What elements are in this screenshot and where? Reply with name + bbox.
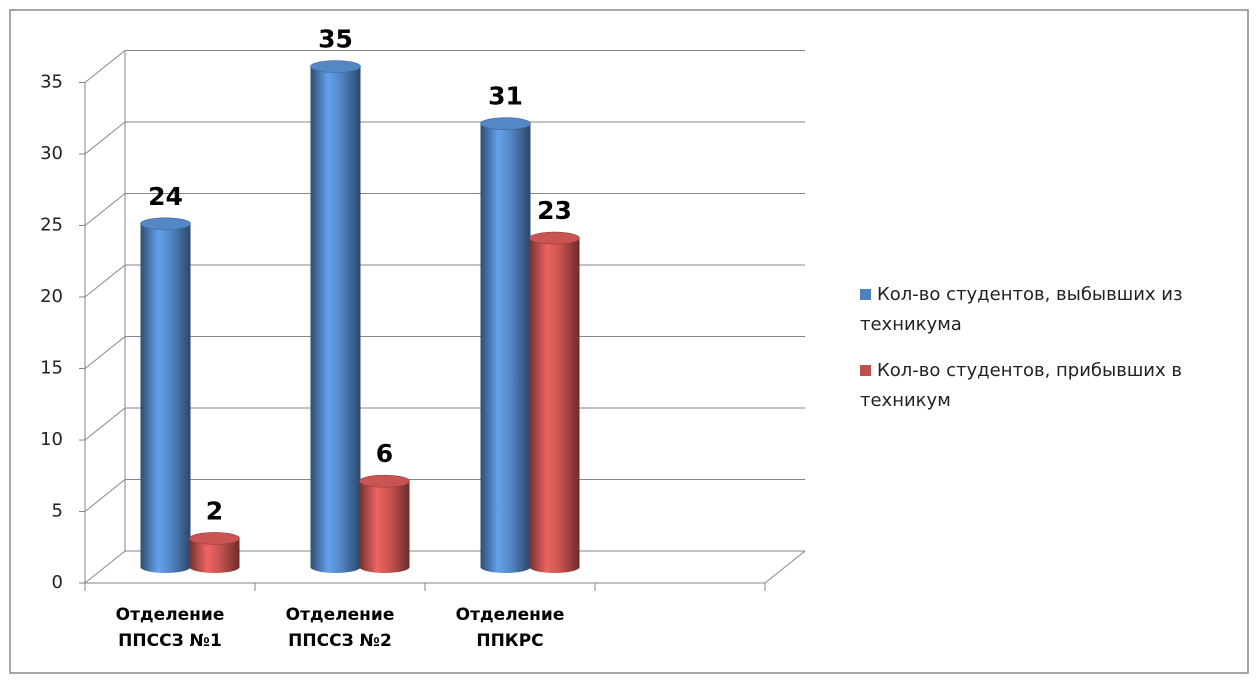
bar bbox=[529, 231, 580, 573]
legend-item: Кол-во студентов, прибывших в техникум bbox=[860, 356, 1245, 416]
bar-body bbox=[529, 238, 580, 573]
grid-line bbox=[84, 336, 126, 369]
bar-top bbox=[140, 217, 191, 231]
bar-top bbox=[189, 532, 240, 545]
x-tick-label: Отделение ППКРС bbox=[455, 605, 565, 651]
bar bbox=[140, 217, 191, 574]
chart-border bbox=[9, 9, 1249, 674]
y-tick-label: 10 bbox=[40, 429, 63, 450]
bar bbox=[310, 60, 361, 573]
y-tick-label: 15 bbox=[40, 358, 63, 379]
legend-label: Кол-во студентов, выбывших из техникума bbox=[860, 284, 1183, 335]
legend-swatch bbox=[860, 289, 871, 300]
bar-body bbox=[359, 481, 410, 573]
x-tick-label: Отделение ППССЗ №2 bbox=[285, 605, 395, 651]
bar bbox=[189, 532, 240, 573]
y-tick-label: 35 bbox=[40, 72, 63, 93]
grid-line bbox=[84, 550, 126, 584]
legend-swatch bbox=[860, 365, 871, 376]
x-tick-label: Отделение ППССЗ №1 bbox=[115, 605, 225, 651]
grid-line bbox=[84, 407, 126, 441]
bar-body bbox=[189, 538, 240, 573]
legend-label: Кол-во студентов, прибывших в техникум bbox=[860, 360, 1182, 411]
floor-edge bbox=[764, 550, 806, 584]
bar-top bbox=[480, 117, 531, 130]
grid-line bbox=[84, 121, 126, 155]
legend-item: Кол-во студентов, выбывших из техникума bbox=[860, 280, 1245, 340]
data-label: 31 bbox=[488, 82, 523, 111]
y-tick-label: 30 bbox=[40, 143, 63, 164]
y-tick-label: 25 bbox=[40, 215, 63, 236]
bar-body bbox=[140, 223, 191, 574]
bar bbox=[480, 117, 531, 573]
y-tick-label: 20 bbox=[40, 286, 63, 307]
bar-body bbox=[480, 123, 531, 573]
grid-line bbox=[84, 479, 126, 512]
data-label: 23 bbox=[537, 196, 572, 225]
grid-line bbox=[84, 50, 126, 83]
data-label: 35 bbox=[318, 25, 353, 54]
data-label: 2 bbox=[206, 496, 223, 525]
grid-line bbox=[84, 264, 126, 298]
bar bbox=[359, 474, 410, 573]
data-label: 6 bbox=[376, 439, 393, 468]
bar-top bbox=[359, 474, 410, 488]
bar-body bbox=[310, 66, 361, 573]
data-label: 24 bbox=[148, 182, 183, 211]
bar-top bbox=[310, 60, 361, 73]
y-tick-label: 5 bbox=[52, 501, 63, 522]
grid-line bbox=[84, 193, 126, 226]
y-tick-label: 0 bbox=[52, 572, 63, 593]
bar-top bbox=[529, 231, 580, 245]
